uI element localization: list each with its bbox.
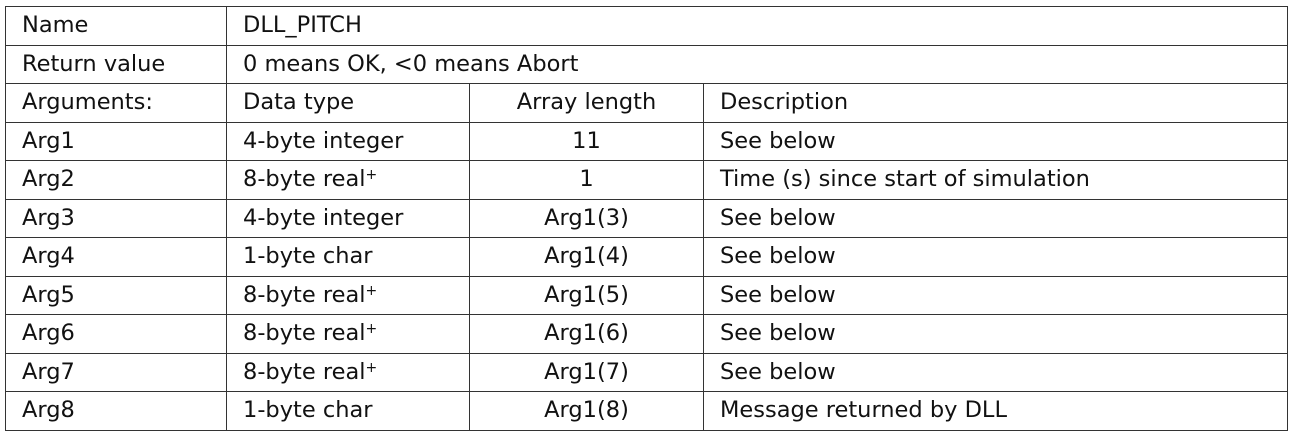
- table-row: Arg6 8-byte real+ Arg1(6) See below: [5, 314, 1288, 354]
- data-type-superscript: +: [365, 282, 378, 299]
- arg-name: Arg4: [5, 237, 227, 277]
- arg-name: Arg2: [5, 160, 227, 200]
- array-length: Arg1(7): [469, 352, 704, 392]
- data-type: 1-byte char: [226, 237, 470, 277]
- data-type-text: 1-byte char: [243, 243, 373, 270]
- data-type: 1-byte char: [226, 391, 470, 431]
- name-label: Name: [5, 6, 227, 46]
- name-row: Name DLL_PITCH: [5, 6, 1288, 46]
- data-type-superscript: +: [365, 167, 378, 184]
- data-type: 4-byte integer: [226, 121, 470, 161]
- description: Message returned by DLL: [703, 391, 1288, 431]
- arg-name: Arg8: [5, 391, 227, 431]
- data-type-text: 4-byte integer: [243, 204, 404, 231]
- return-row: Return value 0 means OK, <0 means Abort: [5, 44, 1288, 84]
- header-data-type: Data type: [226, 83, 470, 123]
- data-type: 4-byte integer: [226, 198, 470, 238]
- header-array-length: Array length: [469, 83, 704, 123]
- header-arguments: Arguments:: [5, 83, 227, 123]
- return-label: Return value: [5, 44, 227, 84]
- table-row: Arg8 1-byte char Arg1(8) Message returne…: [5, 391, 1288, 431]
- data-type-text: 8-byte real: [243, 166, 366, 193]
- arg-name: Arg5: [5, 275, 227, 315]
- data-type-text: 4-byte integer: [243, 127, 404, 154]
- data-type-text: 8-byte real: [243, 320, 366, 347]
- arg-name: Arg1: [5, 121, 227, 161]
- data-type: 8-byte real+: [226, 275, 470, 315]
- table-row: Arg5 8-byte real+ Arg1(5) See below: [5, 275, 1288, 315]
- header-row: Arguments: Data type Array length Descri…: [5, 83, 1288, 123]
- description: See below: [703, 121, 1288, 161]
- dll-pitch-table: Name DLL_PITCH Return value 0 means OK, …: [5, 6, 1288, 431]
- description: See below: [703, 275, 1288, 315]
- array-length: Arg1(8): [469, 391, 704, 431]
- header-description: Description: [703, 83, 1288, 123]
- name-value: DLL_PITCH: [226, 6, 1288, 46]
- array-length: Arg1(3): [469, 198, 704, 238]
- return-value: 0 means OK, <0 means Abort: [226, 44, 1288, 84]
- table-row: Arg7 8-byte real+ Arg1(7) See below: [5, 352, 1288, 392]
- arg-name: Arg7: [5, 352, 227, 392]
- array-length: Arg1(6): [469, 314, 704, 354]
- table-row: Arg4 1-byte char Arg1(4) See below: [5, 237, 1288, 277]
- table-row: Arg2 8-byte real+ 1 Time (s) since start…: [5, 160, 1288, 200]
- arg-name: Arg3: [5, 198, 227, 238]
- table-row: Arg3 4-byte integer Arg1(3) See below: [5, 198, 1288, 238]
- array-length: 11: [469, 121, 704, 161]
- description: See below: [703, 198, 1288, 238]
- data-type-superscript: +: [365, 321, 378, 338]
- array-length: Arg1(5): [469, 275, 704, 315]
- data-type: 8-byte real+: [226, 352, 470, 392]
- array-length: Arg1(4): [469, 237, 704, 277]
- description: See below: [703, 237, 1288, 277]
- array-length: 1: [469, 160, 704, 200]
- data-type-text: 8-byte real: [243, 358, 366, 385]
- description: See below: [703, 352, 1288, 392]
- data-type: 8-byte real+: [226, 314, 470, 354]
- data-type-text: 1-byte char: [243, 397, 373, 424]
- arg-name: Arg6: [5, 314, 227, 354]
- table-row: Arg1 4-byte integer 11 See below: [5, 121, 1288, 161]
- data-type: 8-byte real+: [226, 160, 470, 200]
- description: Time (s) since start of simulation: [703, 160, 1288, 200]
- description: See below: [703, 314, 1288, 354]
- data-type-superscript: +: [365, 359, 378, 376]
- data-type-text: 8-byte real: [243, 281, 366, 308]
